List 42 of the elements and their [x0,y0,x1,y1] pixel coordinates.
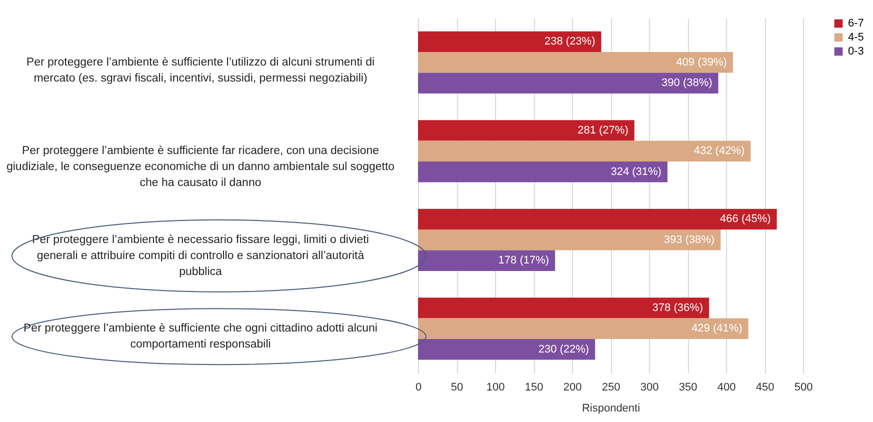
x-tick-label: 500 [794,382,813,394]
x-tick-label: 0 [415,382,422,394]
bar [418,140,751,162]
x-tick-label: 50 [450,382,464,394]
bar [418,250,556,271]
y-tick-label: Per proteggere l’ambiente è sufficiente far ricadere, con una decisione giudiziale, le conseguenze economiche di un danno ambientale sul soggetto che ha causato il danno [6,145,395,190]
bar [418,230,721,250]
data-label: 378 (36%) [652,302,704,314]
x-tick-label: 250 [602,382,620,394]
y-tick-label: Per proteggere l’ambiente è sufficiente l’utilizzo di alcuni strumenti di mercato (es. sgravi fiscali, incentivi, sussidi, permessi negoziabili) [26,56,375,84]
bar [418,338,596,360]
x-axis-title: Rispondenti [582,402,640,414]
x-tick-label: 450 [756,382,774,394]
data-label: 178 (17%) [498,254,550,267]
legend-label: 0-3 [848,46,864,58]
y-tick-label: Per proteggere l’ambiente è sufficiente che ogni cittadino adotti alcuni comportamenti responsabili [24,322,378,351]
data-label: 393 (38%) [664,234,715,246]
x-tick-label: 300 [640,382,659,394]
bar [418,298,710,318]
data-label: 409 (39%) [676,56,727,68]
bar [418,208,777,230]
bar [418,318,748,339]
data-label: 230 (22%) [538,343,590,356]
x-tick-label: 350 [678,382,698,394]
bar [418,31,602,52]
bar [418,161,668,182]
legend-label: 6-7 [848,18,864,30]
data-label: 432 (42%) [694,145,745,158]
x-tick-label: 100 [486,382,505,394]
x-tick-label: 150 [524,382,544,394]
data-label: 324 (31%) [610,166,662,178]
data-label: 238 (23%) [544,36,596,48]
data-label: 429 (41%) [692,322,742,335]
data-label: 466 (45%) [720,213,771,226]
bar [418,72,718,94]
x-tick-label: 400 [717,382,736,394]
data-label: 281 (27%) [578,124,628,136]
legend-label: 4-5 [848,32,864,44]
bar [418,120,634,141]
data-label: 390 (38%) [662,77,712,90]
bar [418,52,733,73]
x-tick-label: 200 [563,382,582,394]
